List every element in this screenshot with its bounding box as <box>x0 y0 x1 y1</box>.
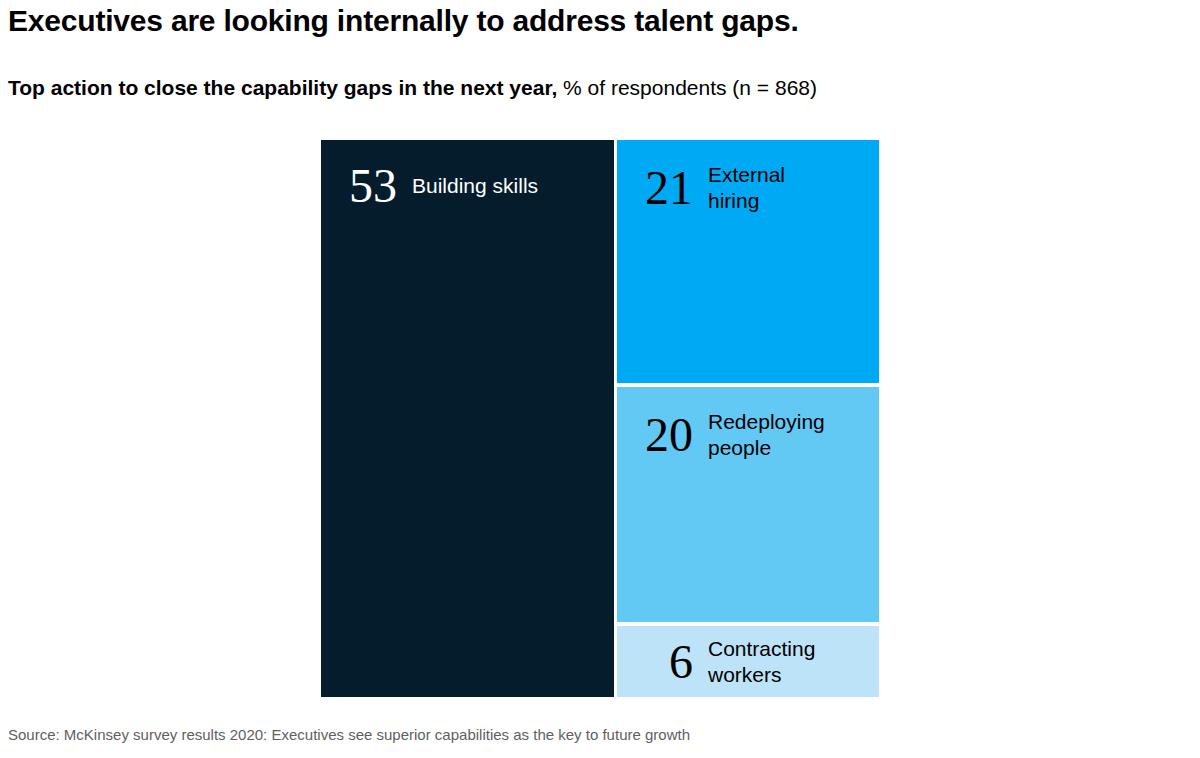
page-title: Executives are looking internally to add… <box>8 4 799 38</box>
segment-value-external-hiring: 21 <box>641 164 693 212</box>
treemap-segment-building-skills: 53 Building skills <box>321 140 614 697</box>
treemap-chart: 53 Building skills 21 External hiring 20… <box>321 140 879 697</box>
segment-content: 6 Contracting workers <box>641 636 840 688</box>
chart-subtitle-unit: % of respondents (n = 868) <box>557 76 817 99</box>
treemap-right-column: 21 External hiring 20 Redeploying people… <box>617 140 879 697</box>
chart-subtitle-emphasis: Top action to close the capability gaps … <box>8 76 557 99</box>
treemap-segment-external-hiring: 21 External hiring <box>617 140 879 383</box>
segment-content: 20 Redeploying people <box>641 409 840 461</box>
segment-content: 53 Building skills <box>345 162 538 210</box>
segment-content: 21 External hiring <box>641 162 840 214</box>
segment-value-building-skills: 53 <box>345 162 397 210</box>
chart-subtitle: Top action to close the capability gaps … <box>8 76 817 100</box>
segment-value-redeploying-people: 20 <box>641 411 693 459</box>
segment-label-external-hiring: External hiring <box>708 162 840 214</box>
report-page: Executives are looking internally to add… <box>0 0 1200 758</box>
segment-label-building-skills: Building skills <box>412 173 538 199</box>
treemap-segment-redeploying-people: 20 Redeploying people <box>617 387 879 622</box>
segment-label-contracting-workers: Contracting workers <box>708 636 840 688</box>
segment-value-contracting-workers: 6 <box>641 638 693 686</box>
treemap-segment-contracting-workers: 6 Contracting workers <box>617 626 879 697</box>
segment-label-redeploying-people: Redeploying people <box>708 409 840 461</box>
source-note: Source: McKinsey survey results 2020: Ex… <box>8 726 690 743</box>
